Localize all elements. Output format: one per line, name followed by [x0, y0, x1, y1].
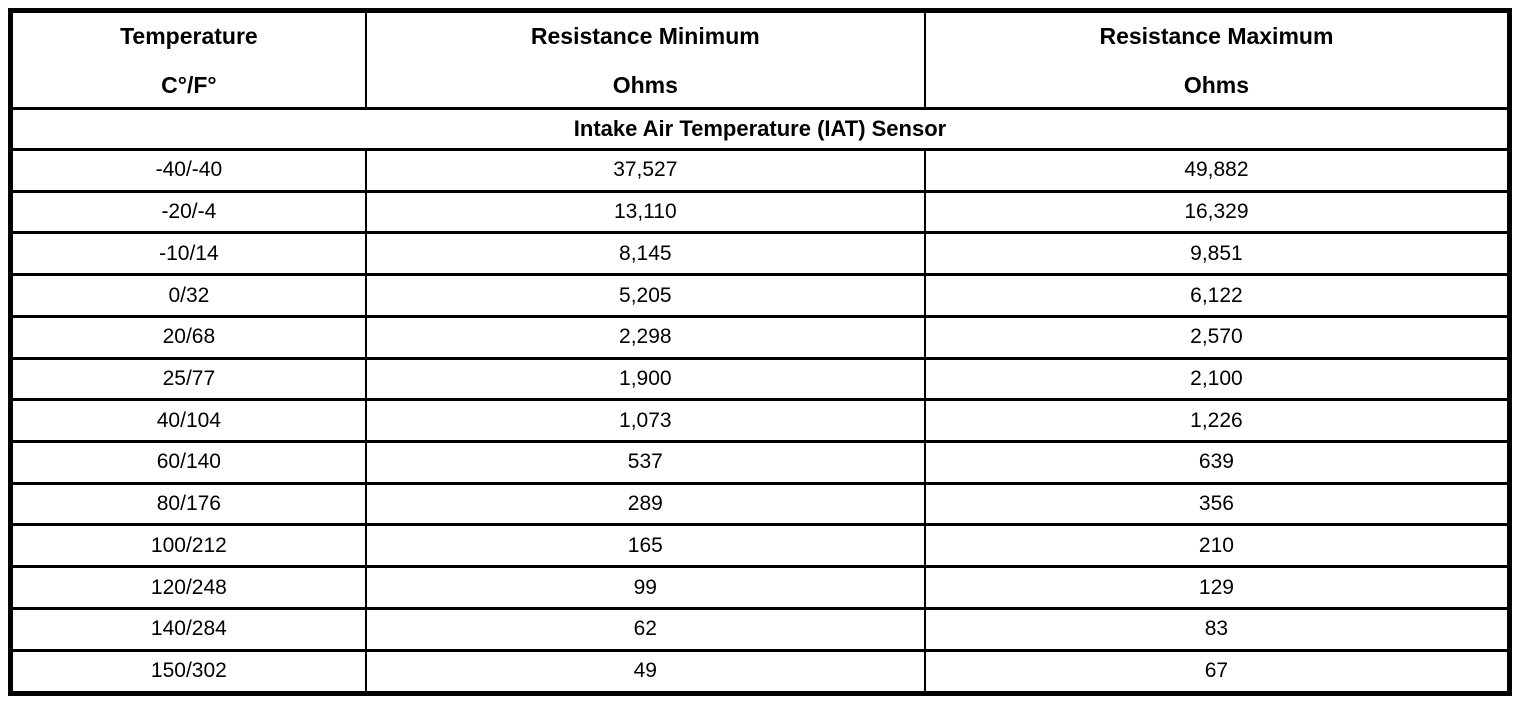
resistance-max-cell: 9,851 [923, 231, 1511, 277]
iat-sensor-resistance-table: Temperature C°/F° Resistance Minimum Ohm… [8, 8, 1512, 696]
resistance-min-cell: 289 [364, 481, 926, 527]
table-row: 120/248 99 129 [9, 565, 1511, 610]
table-row: 0/32 5,205 6,122 [9, 273, 1511, 318]
resistance-max-cell: 49,882 [923, 148, 1511, 193]
temp-cell: 80/176 [9, 481, 367, 527]
temp-cell: 40/104 [9, 398, 367, 444]
resistance-max-cell: 83 [923, 606, 1511, 652]
resistance-maximum-header-label: Resistance Maximum [1099, 23, 1334, 49]
col-header-resistance-maximum: Resistance Maximum Ohms [923, 9, 1511, 110]
resistance-minimum-unit-label: Ohms [612, 72, 678, 98]
resistance-max-cell: 356 [923, 481, 1511, 527]
temp-cell: 140/284 [9, 606, 367, 652]
resistance-max-cell: 210 [923, 523, 1511, 569]
section-title: Intake Air Temperature (IAT) Sensor [9, 107, 1511, 151]
table-row: 60/140 537 639 [9, 440, 1511, 485]
resistance-min-cell: 1,900 [364, 356, 926, 402]
temp-cell: 120/248 [9, 565, 367, 610]
temp-cell: 25/77 [9, 356, 367, 402]
resistance-max-cell: 1,226 [923, 398, 1511, 444]
resistance-min-cell: 13,110 [364, 189, 926, 235]
temp-cell: 20/68 [9, 314, 367, 360]
header-row: Temperature C°/F° Resistance Minimum Ohm… [9, 9, 1511, 110]
col-header-resistance-minimum: Resistance Minimum Ohms [364, 9, 926, 110]
resistance-min-cell: 99 [364, 565, 926, 610]
resistance-min-cell: 8,145 [364, 231, 926, 277]
resistance-max-cell: 639 [923, 440, 1511, 485]
temp-cell: 0/32 [9, 273, 367, 318]
table-row: -10/14 8,145 9,851 [9, 231, 1511, 277]
resistance-min-cell: 537 [364, 440, 926, 485]
resistance-min-cell: 2,298 [364, 314, 926, 360]
temp-cell: 60/140 [9, 440, 367, 485]
table-row: 40/104 1,073 1,226 [9, 398, 1511, 444]
resistance-max-cell: 129 [923, 565, 1511, 610]
table-row: 100/212 165 210 [9, 523, 1511, 569]
temperature-header-label: Temperature [120, 23, 258, 49]
resistance-max-cell: 67 [923, 648, 1511, 696]
resistance-min-cell: 49 [364, 648, 926, 696]
temperature-unit-label: C°/F° [161, 72, 217, 98]
temp-cell: -10/14 [9, 231, 367, 277]
resistance-max-cell: 16,329 [923, 189, 1511, 235]
temp-cell: -20/-4 [9, 189, 367, 235]
section-row: Intake Air Temperature (IAT) Sensor [9, 107, 1511, 151]
temp-cell: 150/302 [9, 648, 367, 696]
table-row: 25/77 1,900 2,100 [9, 356, 1511, 402]
table-body: Intake Air Temperature (IAT) Sensor -40/… [9, 107, 1511, 696]
table-row: 140/284 62 83 [9, 606, 1511, 652]
resistance-min-cell: 1,073 [364, 398, 926, 444]
table-row: 20/68 2,298 2,570 [9, 314, 1511, 360]
resistance-min-cell: 5,205 [364, 273, 926, 318]
resistance-minimum-header-label: Resistance Minimum [530, 23, 760, 49]
table-row: -20/-4 13,110 16,329 [9, 189, 1511, 235]
resistance-max-cell: 2,570 [923, 314, 1511, 360]
resistance-min-cell: 62 [364, 606, 926, 652]
resistance-min-cell: 37,527 [364, 148, 926, 193]
temp-cell: 100/212 [9, 523, 367, 569]
resistance-maximum-unit-label: Ohms [1183, 72, 1250, 98]
table-row: -40/-40 37,527 49,882 [9, 148, 1511, 193]
table-row: 150/302 49 67 [9, 648, 1511, 696]
col-header-temperature: Temperature C°/F° [9, 9, 367, 110]
resistance-min-cell: 165 [364, 523, 926, 569]
table-row: 80/176 289 356 [9, 481, 1511, 527]
resistance-max-cell: 2,100 [923, 356, 1511, 402]
temp-cell: -40/-40 [9, 148, 367, 193]
resistance-max-cell: 6,122 [923, 273, 1511, 318]
